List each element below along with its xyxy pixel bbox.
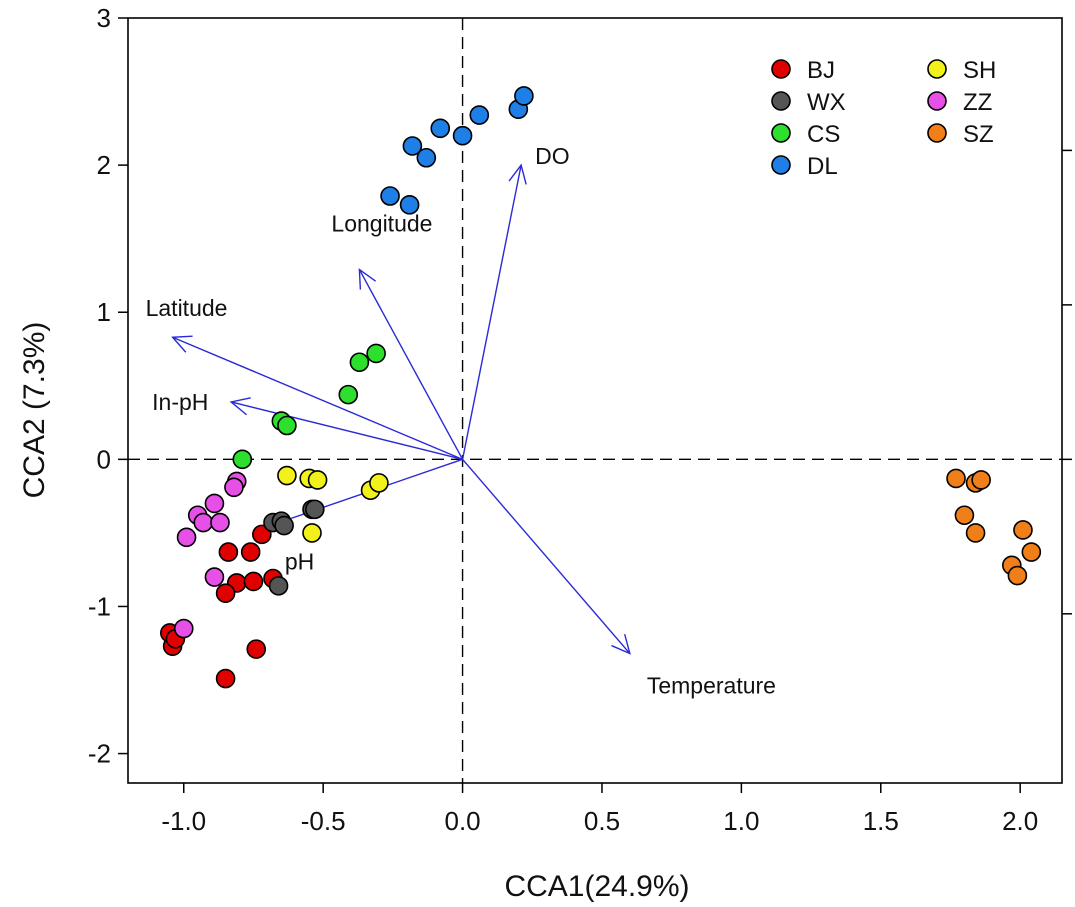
- y-tick-label: 1: [97, 297, 111, 327]
- vector-longitude-label: Longitude: [331, 211, 432, 237]
- x-tick-label: 0.0: [444, 806, 480, 836]
- y-tick-label: -1: [88, 591, 111, 621]
- point-sz: [946, 468, 966, 489]
- point-wx: [274, 515, 294, 536]
- point-dl: [399, 195, 420, 215]
- point-sh: [302, 523, 322, 543]
- legend-marker-sh: [927, 59, 947, 79]
- y-tick-label: -2: [88, 739, 111, 769]
- point-cs: [338, 384, 359, 405]
- point-dl: [514, 86, 534, 106]
- point-dl: [416, 147, 437, 168]
- vector-temperature-line: [462, 458, 631, 654]
- point-sz: [1013, 520, 1033, 540]
- x-tick-label: -1.0: [161, 806, 206, 836]
- legend-label-sz: SZ: [963, 121, 994, 148]
- point-zz: [224, 477, 244, 498]
- vector-ph-label: pH: [285, 548, 314, 574]
- point-bj: [246, 639, 267, 659]
- plot-frame: [127, 17, 1063, 784]
- vector-latitude-arrowhead: [171, 335, 193, 353]
- point-bj: [215, 668, 236, 689]
- point-cs: [277, 415, 297, 436]
- point-dl: [430, 118, 451, 139]
- point-wx: [268, 576, 289, 596]
- point-dl: [452, 125, 473, 146]
- x-tick-label: 1.5: [863, 806, 899, 836]
- legend-label-zz: ZZ: [963, 89, 992, 116]
- vector-latitude-label: Latitude: [146, 295, 228, 321]
- point-bj: [252, 524, 272, 545]
- vector-temperature-arrowhead: [611, 634, 631, 655]
- x-tick-label: 0.5: [584, 806, 620, 836]
- legend-label-wx: WX: [807, 89, 846, 116]
- point-sh: [307, 470, 328, 490]
- point-cs: [366, 343, 386, 364]
- x-axis-title: CCA1(24.9%): [504, 870, 689, 903]
- vector-longitude-arrowhead: [358, 268, 377, 290]
- x-tick-label: 1.0: [723, 806, 759, 836]
- vector-in-ph-arrowhead: [229, 397, 251, 416]
- point-zz: [210, 512, 230, 533]
- legend-marker-sz: [927, 123, 947, 143]
- legend-marker-bj: [771, 59, 791, 79]
- legend-marker-wx: [771, 91, 791, 111]
- point-sz: [954, 505, 975, 526]
- point-zz: [176, 527, 197, 548]
- point-zz: [193, 512, 214, 533]
- legend-label-bj: BJ: [807, 57, 835, 84]
- legend-label-sh: SH: [963, 57, 996, 84]
- point-sz: [971, 470, 991, 490]
- y-tick-label: 2: [97, 150, 111, 180]
- vector-do-label: DO: [535, 143, 570, 169]
- point-bj: [215, 583, 236, 604]
- point-cs: [232, 449, 253, 470]
- vector-in-ph-label: In-pH: [152, 389, 208, 415]
- vector-do-line: [461, 164, 522, 460]
- point-cs: [349, 352, 370, 373]
- vector-do-arrowhead: [508, 163, 527, 185]
- point-zz: [204, 567, 225, 587]
- point-bj: [218, 542, 239, 562]
- point-dl: [402, 136, 423, 156]
- y-axis-title: CCA2 (7.3%): [18, 322, 51, 499]
- vector-longitude-line: [358, 269, 464, 460]
- legend-marker-cs: [771, 123, 791, 143]
- point-sh: [369, 473, 389, 493]
- point-zz: [204, 493, 225, 514]
- legend-label-dl: DL: [807, 153, 838, 180]
- legend-marker-dl: [771, 155, 791, 175]
- point-dl: [469, 105, 490, 125]
- point-sz: [1021, 542, 1042, 562]
- point-dl: [380, 186, 400, 206]
- point-bj: [240, 542, 261, 562]
- point-sz: [1007, 565, 1028, 586]
- point-sh: [277, 465, 297, 486]
- point-sz: [965, 523, 986, 543]
- vector-latitude-line: [172, 336, 463, 460]
- point-bj: [243, 571, 264, 592]
- point-zz: [173, 618, 194, 639]
- y-tick-label: 3: [97, 3, 111, 33]
- legend-marker-zz: [927, 91, 947, 111]
- legend-label-cs: CS: [807, 121, 840, 148]
- vector-in-ph-line: [230, 401, 463, 461]
- vector-temperature-label: Temperature: [647, 673, 776, 699]
- point-wx: [304, 499, 325, 520]
- x-tick-label: 2.0: [1002, 806, 1038, 836]
- x-tick-label: -0.5: [301, 806, 346, 836]
- y-tick-label: 0: [97, 444, 111, 474]
